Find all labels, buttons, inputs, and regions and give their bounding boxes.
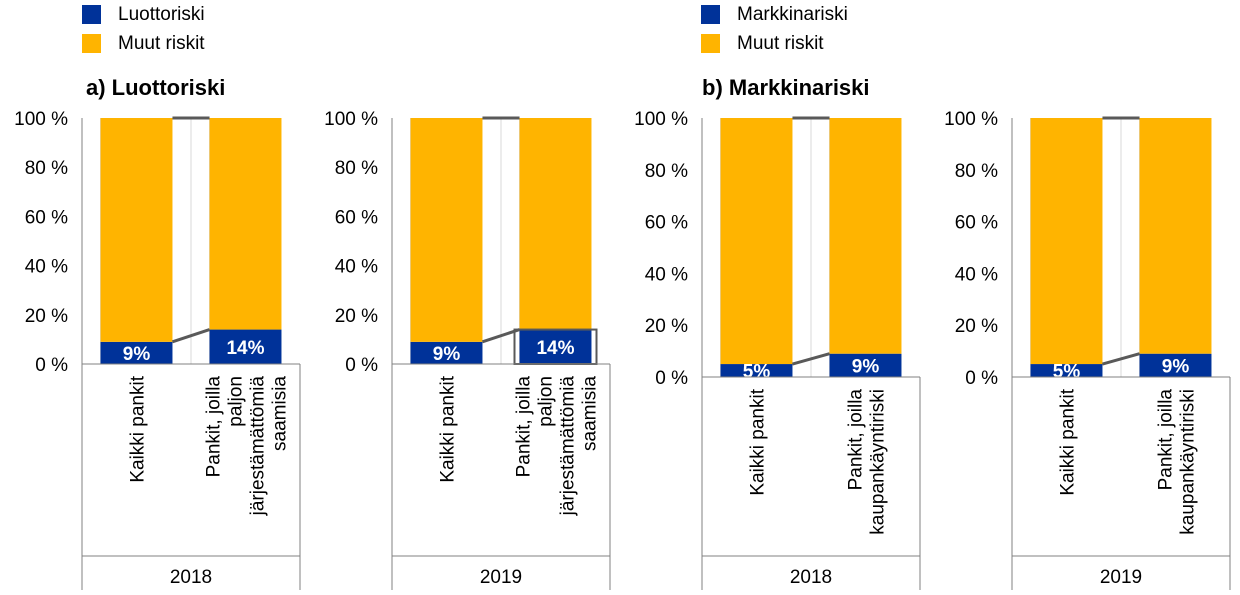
legend-label: Markkinariski (737, 4, 848, 25)
bar-segment (720, 364, 793, 377)
bar-segment (100, 118, 173, 342)
bar-segment (209, 329, 282, 364)
category-label: järjestämättömiä (558, 376, 579, 517)
y-tick-label: 100 % (634, 109, 688, 130)
y-tick-label: 40 % (25, 257, 68, 278)
category-label: Kaikki pankit (1058, 388, 1079, 495)
category-label: Pankit, joilla (204, 376, 225, 478)
category-label: Kaikki pankit (748, 388, 769, 495)
category-label: Kaikki pankit (128, 375, 149, 482)
y-tick-label: 60 % (335, 207, 378, 228)
y-tick-label: 100 % (14, 109, 68, 130)
y-tick-label: 20 % (955, 316, 998, 337)
bar-segment (720, 118, 793, 365)
y-tick-label: 60 % (645, 213, 688, 234)
y-tick-label: 40 % (955, 264, 998, 285)
bar-segment (1139, 118, 1212, 354)
data-label: 9% (433, 344, 461, 365)
data-label: 14% (226, 338, 264, 359)
series-line (792, 352, 830, 366)
bar-segment (410, 341, 483, 364)
bar-segment (1030, 364, 1103, 377)
year-label: 2019 (1100, 567, 1142, 588)
y-tick-label: 80 % (25, 158, 68, 179)
category-label: kaupankäyntiriski (1178, 389, 1199, 535)
y-tick-label: 0 % (655, 368, 688, 389)
legend-label: Muut riskit (737, 33, 824, 54)
legend-swatch-other (701, 34, 720, 53)
bar-segment (829, 353, 902, 377)
y-tick-label: 40 % (645, 264, 688, 285)
bar-segment (1030, 118, 1103, 365)
data-label: 5% (1053, 362, 1081, 383)
y-tick-label: 0 % (965, 368, 998, 389)
bar-segment (829, 118, 902, 354)
bar-segment (209, 118, 282, 330)
y-tick-label: 0 % (35, 355, 68, 376)
data-label: 14% (536, 338, 574, 359)
bar-segment (519, 329, 592, 364)
series-line (481, 328, 521, 344)
y-tick-label: 20 % (645, 316, 688, 337)
data-label: 9% (1162, 356, 1190, 377)
y-tick-label: 100 % (944, 109, 998, 130)
y-tick-label: 80 % (955, 161, 998, 182)
bar-segment (519, 118, 592, 330)
category-label: kaupankäyntiriski (868, 389, 889, 535)
category-label: paljon (226, 376, 247, 427)
legend-label: Muut riskit (118, 33, 205, 54)
category-label: Pankit, joilla (1156, 389, 1177, 491)
legend-swatch-primary (701, 5, 720, 24)
legend-swatch-primary (82, 5, 101, 24)
year-label: 2019 (480, 567, 522, 588)
y-tick-label: 60 % (955, 213, 998, 234)
y-tick-label: 0 % (345, 355, 378, 376)
category-label: saamisia (580, 376, 601, 451)
year-label: 2018 (790, 567, 832, 588)
category-label: saamisia (270, 376, 291, 451)
series-line (1102, 352, 1140, 366)
y-tick-label: 40 % (335, 257, 378, 278)
y-tick-label: 20 % (25, 306, 68, 327)
category-label: Pankit, joilla (846, 389, 867, 491)
data-label: 5% (743, 362, 771, 383)
data-label: 9% (123, 344, 151, 365)
y-tick-label: 80 % (645, 161, 688, 182)
y-tick-label: 60 % (25, 207, 68, 228)
category-label: Kaikki pankit (438, 375, 459, 482)
panel-title-a: a) Luottoriski (86, 75, 226, 100)
y-tick-label: 80 % (335, 158, 378, 179)
y-tick-label: 20 % (335, 306, 378, 327)
panel-title-b: b) Markkinariski (702, 75, 870, 100)
y-tick-label: 100 % (324, 109, 378, 130)
category-label: Pankit, joilla (514, 376, 535, 478)
year-label: 2018 (170, 567, 212, 588)
bar-segment (410, 118, 483, 342)
category-label: järjestämättömiä (248, 376, 269, 517)
series-line (171, 328, 211, 344)
bar-segment (1139, 353, 1212, 377)
legend-swatch-other (82, 34, 101, 53)
category-label: paljon (536, 376, 557, 427)
legend-label: Luottoriski (118, 4, 205, 25)
bar-segment (100, 341, 173, 364)
data-label: 9% (852, 356, 880, 377)
